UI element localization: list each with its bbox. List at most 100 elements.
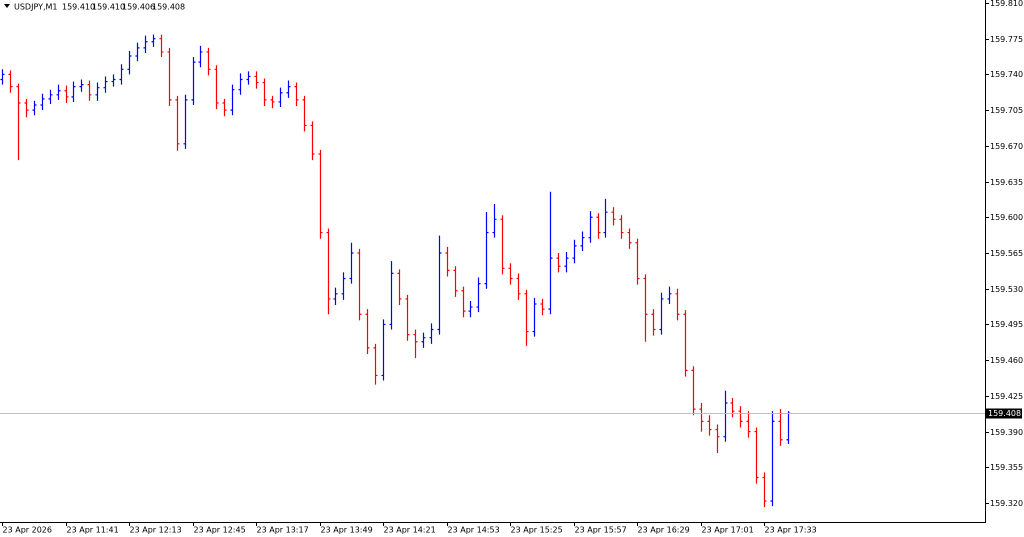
ohlc-bar [278,87,283,108]
ohlc-bar [357,248,362,321]
ohlc-bar [691,366,696,416]
ohlc-bar [715,424,720,454]
current-price-label: 159.408 [988,409,1021,418]
ohlc-bar [238,73,243,95]
ohlc-bar [572,239,577,264]
y-tick-label: 159.810 [990,0,1023,8]
x-tick-label: 23 Apr 2026 [3,526,52,535]
ohlc-bar [762,472,767,508]
ohlc-bar [437,235,442,335]
ohlc-bar [119,64,124,85]
menu-arrow[interactable] [4,4,10,8]
ohlc-bar [151,34,156,47]
ohlc-bar [683,310,688,377]
ohlc-bar [349,242,354,284]
ohlc-bar [421,332,426,348]
x-tick-label: 23 Apr 17:33 [765,526,817,535]
ohlc-bar [191,57,196,106]
bar-info-value: 159.410 [62,3,95,12]
ohlc-bar [16,83,21,161]
ohlc-bar [246,71,251,85]
ohlc-bar [453,266,458,297]
ohlc-bar [103,76,108,93]
ohlc-bar [214,65,219,110]
x-tick-label: 23 Apr 15:57 [575,526,627,535]
ohlc-bar [619,215,624,239]
ohlc-bar [643,274,648,342]
ohlc-bar [318,149,323,239]
ohlc-bar [48,89,53,104]
y-tick-label: 159.600 [990,213,1023,222]
ohlc-bar [476,277,481,313]
ohlc-bar [413,329,418,359]
y-tick-label: 159.565 [990,249,1023,258]
ohlc-bar [167,47,172,107]
ohlc-bar [310,121,315,161]
ohlc-bar [127,50,132,75]
ohlc-bar [254,71,259,89]
bar-info-value: 159.408 [152,3,185,12]
ohlc-bar [508,263,513,285]
ohlc-bar [548,191,553,315]
ohlc-bar [754,427,759,484]
ohlc-bar [596,213,601,239]
ohlc-bar [95,82,100,101]
y-tick-label: 159.740 [990,70,1023,79]
ohlc-bar [222,98,227,117]
ohlc-bar [468,300,473,318]
y-tick-label: 159.425 [990,392,1023,401]
x-tick-label: 23 Apr 13:17 [257,526,309,535]
x-tick-label: 23 Apr 14:53 [448,526,500,535]
ohlc-bar [198,45,203,68]
ohlc-bar [564,251,569,273]
ohlc-bar [492,204,497,238]
ohlc-bar [588,211,593,243]
ohlc-bar [611,207,616,226]
ohlc-bar [746,411,751,438]
current-price-box [986,408,1022,419]
x-tick-label: 23 Apr 13:49 [321,526,373,535]
bar-info-value: 159.410 [92,3,125,12]
x-tick-label: 23 Apr 15:25 [511,526,563,535]
ohlc-bar [389,261,394,330]
ohlc-bar [8,70,13,93]
ohlc-bar [206,47,211,76]
ohlc-bar [40,93,45,111]
ohlc-bar [79,79,84,92]
ohlc-bar [659,292,664,335]
ohlc-bar [461,286,466,318]
ohlc-bar [183,94,188,149]
ohlc-bar [635,238,640,285]
ohlc-bar [580,231,585,251]
y-tick-label: 159.355 [990,463,1023,472]
ohlc-bar [484,212,489,289]
ohlc-bar [270,95,275,109]
ohlc-bar [135,42,140,62]
ohlc-bar [738,406,743,428]
x-tick-label: 23 Apr 14:21 [384,526,436,535]
ohlc-bar [87,80,92,101]
ohlc-bar [333,287,338,306]
x-tick-label: 23 Apr 12:45 [194,526,246,535]
ohlc-bar [111,74,116,87]
ohlc-bar [341,272,346,300]
ohlc-bar [429,323,434,344]
ohlc-bar [24,98,29,118]
y-tick-label: 159.320 [990,499,1023,508]
x-tick-label: 23 Apr 17:01 [702,526,754,535]
ohlc-bar [723,390,728,442]
ohlc-bar [524,289,529,346]
y-tick-label: 159.495 [990,320,1023,329]
ohlc-bar [667,286,672,305]
ohlc-bar [302,95,307,132]
x-tick-label: 23 Apr 16:29 [638,526,690,535]
ohlc-bar [405,294,410,341]
ohlc-bar [56,84,61,100]
ohlc-bar [603,198,608,238]
ohlc-bar [532,297,537,337]
y-tick-label: 159.705 [990,106,1023,115]
ohlc-bar [230,84,235,116]
ohlc-bar [556,252,561,273]
ohlc-bar [730,397,735,418]
